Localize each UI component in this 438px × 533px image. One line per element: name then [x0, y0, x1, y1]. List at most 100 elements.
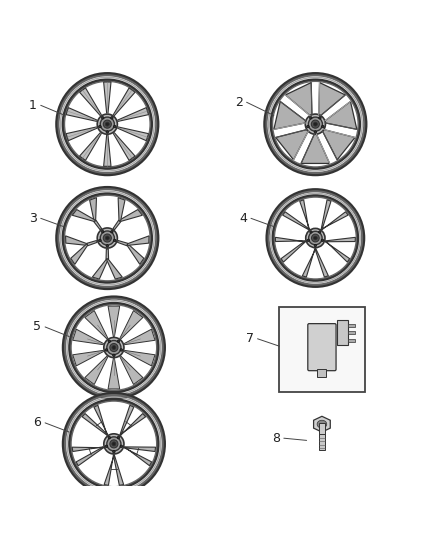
Polygon shape	[85, 356, 108, 384]
Polygon shape	[281, 241, 305, 262]
Polygon shape	[82, 414, 108, 435]
Polygon shape	[94, 220, 102, 230]
Ellipse shape	[111, 230, 113, 233]
Polygon shape	[90, 198, 96, 222]
FancyBboxPatch shape	[308, 324, 336, 370]
Text: 1: 1	[29, 99, 37, 112]
Polygon shape	[72, 447, 103, 451]
Polygon shape	[321, 212, 348, 230]
Ellipse shape	[103, 120, 111, 128]
Ellipse shape	[110, 343, 118, 352]
Polygon shape	[276, 130, 308, 160]
Polygon shape	[127, 236, 149, 245]
Polygon shape	[66, 236, 88, 245]
Ellipse shape	[117, 437, 120, 439]
Ellipse shape	[97, 228, 117, 248]
Polygon shape	[120, 405, 134, 435]
Ellipse shape	[311, 234, 319, 242]
Text: 5: 5	[33, 320, 41, 334]
Bar	[337, 320, 348, 345]
Ellipse shape	[113, 125, 116, 128]
Ellipse shape	[314, 244, 317, 247]
Polygon shape	[113, 220, 121, 230]
Ellipse shape	[111, 117, 113, 119]
Ellipse shape	[106, 245, 109, 247]
Ellipse shape	[318, 231, 321, 233]
Polygon shape	[120, 356, 143, 384]
Ellipse shape	[309, 231, 322, 245]
Polygon shape	[104, 455, 114, 486]
Polygon shape	[66, 127, 97, 141]
Ellipse shape	[319, 117, 321, 119]
Text: 8: 8	[272, 432, 280, 445]
Ellipse shape	[105, 122, 110, 126]
Polygon shape	[314, 416, 330, 432]
Ellipse shape	[321, 125, 324, 128]
Ellipse shape	[102, 117, 104, 119]
Text: 4: 4	[239, 212, 247, 225]
Ellipse shape	[311, 120, 319, 128]
Bar	[319, 423, 325, 435]
Ellipse shape	[99, 125, 101, 128]
Ellipse shape	[100, 117, 114, 131]
Polygon shape	[118, 127, 148, 141]
Polygon shape	[120, 311, 143, 339]
Polygon shape	[80, 133, 101, 160]
Ellipse shape	[110, 440, 118, 448]
Polygon shape	[71, 244, 88, 264]
Ellipse shape	[310, 117, 312, 119]
Polygon shape	[73, 350, 103, 366]
Ellipse shape	[321, 239, 324, 241]
Ellipse shape	[305, 114, 325, 134]
Polygon shape	[106, 259, 122, 279]
Bar	[348, 332, 355, 334]
Ellipse shape	[105, 236, 110, 240]
Polygon shape	[325, 237, 355, 242]
Polygon shape	[124, 350, 155, 366]
Ellipse shape	[317, 420, 327, 428]
Polygon shape	[119, 209, 142, 222]
Polygon shape	[120, 414, 146, 435]
Polygon shape	[66, 108, 97, 122]
Text: 7: 7	[246, 332, 254, 345]
Polygon shape	[117, 240, 128, 246]
Ellipse shape	[106, 131, 109, 133]
Polygon shape	[92, 259, 108, 279]
Polygon shape	[94, 405, 108, 435]
Polygon shape	[106, 249, 109, 259]
Polygon shape	[321, 200, 331, 230]
Ellipse shape	[102, 230, 104, 233]
Polygon shape	[124, 447, 155, 451]
Polygon shape	[276, 237, 305, 242]
Polygon shape	[127, 244, 144, 264]
Ellipse shape	[113, 450, 115, 453]
Polygon shape	[118, 108, 148, 122]
Ellipse shape	[97, 114, 117, 134]
Ellipse shape	[105, 445, 108, 448]
Ellipse shape	[120, 445, 123, 448]
Polygon shape	[80, 88, 101, 116]
Polygon shape	[113, 133, 135, 160]
Ellipse shape	[112, 345, 116, 350]
Polygon shape	[85, 311, 108, 339]
Text: 2: 2	[235, 96, 243, 109]
Ellipse shape	[104, 337, 124, 358]
Ellipse shape	[99, 239, 101, 241]
Polygon shape	[108, 306, 120, 336]
Bar	[318, 369, 326, 377]
Ellipse shape	[107, 341, 121, 354]
Polygon shape	[274, 101, 306, 130]
Ellipse shape	[108, 340, 110, 343]
Polygon shape	[286, 83, 312, 116]
Polygon shape	[113, 455, 124, 486]
Ellipse shape	[310, 231, 312, 233]
Polygon shape	[325, 241, 350, 262]
Polygon shape	[300, 200, 310, 230]
Polygon shape	[319, 83, 345, 116]
Ellipse shape	[107, 437, 121, 451]
Ellipse shape	[314, 236, 317, 240]
Polygon shape	[108, 359, 120, 389]
Ellipse shape	[112, 442, 116, 446]
Polygon shape	[124, 447, 152, 466]
Polygon shape	[124, 329, 155, 345]
